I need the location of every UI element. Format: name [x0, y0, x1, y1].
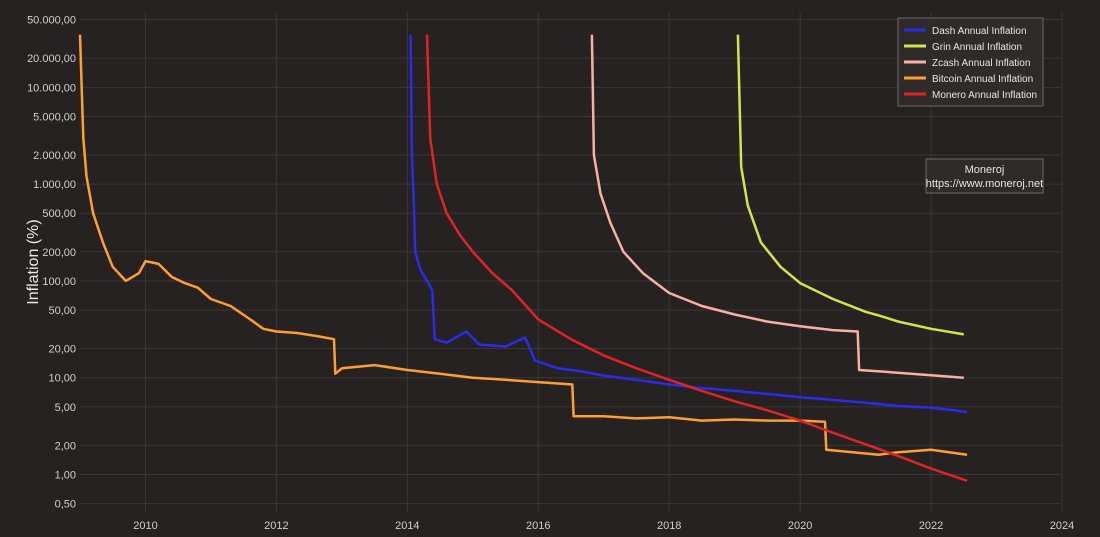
legend-item-label[interactable]: Zcash Annual Inflation [932, 58, 1030, 69]
y-tick-label: 5,00 [55, 402, 76, 414]
legend-item-label[interactable]: Monero Annual Inflation [932, 90, 1037, 101]
annotation-line1: Moneroj [965, 164, 1005, 176]
x-tick-label: 2010 [133, 520, 157, 532]
series-line-4 [425, 34, 968, 482]
x-tick-label: 2016 [526, 520, 550, 532]
x-tick-label: 2014 [395, 520, 419, 532]
x-tick-label: 2012 [264, 520, 288, 532]
y-tick-label: 20,00 [48, 344, 76, 356]
y-tick-label: 1,00 [55, 469, 76, 481]
series-line-3 [78, 34, 968, 456]
legend-item-label[interactable]: Bitcoin Annual Inflation [932, 74, 1033, 85]
x-tick-label: 2018 [657, 520, 681, 532]
legend[interactable]: Dash Annual Inflation Grin Annual Inflati… [897, 17, 1044, 107]
legend-item-label[interactable]: Dash Annual Inflation [932, 26, 1027, 37]
series-line-0 [409, 34, 968, 414]
x-axis-ticks: 2010 2012 2014 2016 2018 2020 2022 2024 [133, 520, 1074, 532]
series-line-2 [590, 34, 964, 379]
y-tick-label: 20.000,00 [27, 53, 76, 65]
series-line-1 [736, 34, 965, 336]
y-tick-label: 2.000,00 [33, 150, 76, 162]
y-tick-label: 0,50 [55, 499, 76, 511]
grid [80, 12, 1063, 513]
y-tick-label: 2,00 [55, 440, 76, 452]
x-tick-label: 2020 [788, 520, 812, 532]
series-lines [78, 34, 968, 482]
annotation-box: Moneroj https://www.moneroj.net [925, 158, 1044, 194]
y-tick-label: 10,00 [48, 373, 76, 385]
x-tick-label: 2022 [919, 520, 943, 532]
y-tick-label: 200,00 [42, 247, 76, 259]
y-tick-label: 100,00 [42, 276, 76, 288]
y-tick-label: 50.000,00 [27, 15, 76, 27]
legend-item-label[interactable]: Grin Annual Inflation [932, 42, 1022, 53]
y-tick-label: 500,00 [42, 208, 76, 220]
x-tick-label: 2024 [1050, 520, 1074, 532]
y-tick-label: 5.000,00 [33, 111, 76, 123]
y-axis-ticks: 0,50 1,00 2,00 5,00 10,00 20,00 50,00 100,00 200… [27, 15, 76, 511]
y-axis-title: Inflation (%) [25, 219, 42, 304]
y-tick-label: 50,00 [48, 305, 76, 317]
annotation-line2: https://www.moneroj.net [926, 178, 1043, 190]
y-tick-label: 10.000,00 [27, 82, 76, 94]
y-tick-label: 1.000,00 [33, 179, 76, 191]
